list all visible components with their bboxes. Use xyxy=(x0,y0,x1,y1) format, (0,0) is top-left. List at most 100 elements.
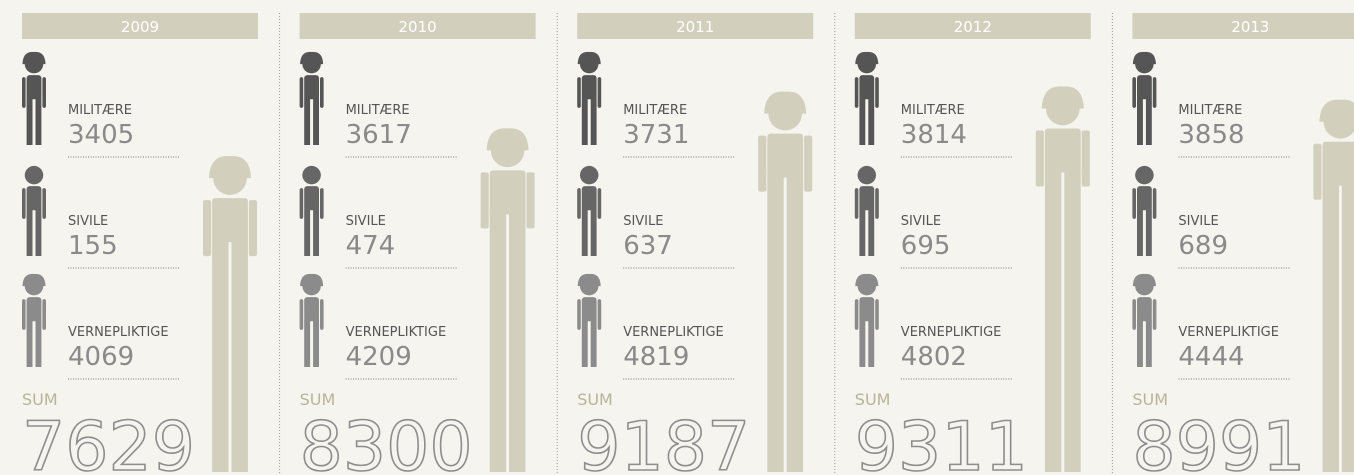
leg xyxy=(26,208,33,256)
arm xyxy=(1035,130,1044,187)
militaere-icon xyxy=(854,51,879,145)
sivile-icon xyxy=(299,165,324,256)
leg xyxy=(581,319,588,367)
leg xyxy=(868,208,875,256)
helmet xyxy=(1132,273,1156,287)
arm xyxy=(22,299,26,330)
militaere-icon xyxy=(577,51,602,145)
torso xyxy=(489,170,526,215)
helmet xyxy=(855,273,879,287)
sum-value: 8300 xyxy=(300,408,473,475)
leg xyxy=(1137,319,1143,367)
leg xyxy=(859,319,866,367)
vernepliktige-value: 4802 xyxy=(901,342,967,372)
sum-value: 7629 xyxy=(22,408,195,475)
vernepliktige-value: 4069 xyxy=(68,342,134,372)
helmet xyxy=(764,91,807,114)
arm xyxy=(299,188,304,219)
vernepliktige-icon xyxy=(22,273,46,367)
arm xyxy=(42,77,46,108)
torso xyxy=(212,198,248,243)
torso xyxy=(859,75,875,100)
leg xyxy=(1145,97,1152,145)
arm xyxy=(42,188,46,219)
sivile-label: SIVILE xyxy=(68,214,108,229)
helmet xyxy=(300,273,324,287)
sum-label: SUM xyxy=(22,390,58,409)
year-column: 2009 MILITÆRE 3405 SIVILE 155 VERNEPLIKTIGE 40… xyxy=(21,13,258,475)
sivile-value: 637 xyxy=(623,231,673,261)
leg xyxy=(859,208,866,256)
torso xyxy=(581,297,597,322)
vernepliktige-value: 4209 xyxy=(346,342,412,372)
arm xyxy=(758,135,767,192)
helmet xyxy=(1041,86,1084,109)
vernepliktige-icon xyxy=(854,273,879,367)
leg xyxy=(313,319,319,367)
year-label: 2012 xyxy=(954,18,992,36)
arm xyxy=(577,77,581,108)
head xyxy=(1135,165,1154,185)
arm xyxy=(480,172,489,229)
leg xyxy=(786,173,804,472)
arm xyxy=(299,77,304,108)
militaere-label: MILITÆRE xyxy=(623,103,687,118)
head xyxy=(857,165,877,185)
arm xyxy=(854,188,859,219)
sum-figure xyxy=(203,156,257,472)
year-label: 2013 xyxy=(1231,18,1269,36)
torso xyxy=(1137,75,1152,100)
leg xyxy=(304,97,311,145)
sum-value: 9187 xyxy=(577,408,750,475)
helmet xyxy=(1132,51,1156,65)
sivile-label: SIVILE xyxy=(346,214,386,229)
arm xyxy=(1152,77,1157,108)
vernepliktige-icon xyxy=(1132,273,1157,367)
militaere-icon xyxy=(1132,51,1157,145)
militaere-value: 3731 xyxy=(623,120,689,150)
arm xyxy=(320,77,324,108)
sivile-value: 474 xyxy=(346,231,396,261)
torso xyxy=(859,297,875,322)
leg xyxy=(581,208,588,256)
torso xyxy=(859,186,875,211)
arm xyxy=(22,77,26,108)
year-header xyxy=(22,13,258,39)
arm xyxy=(203,200,212,257)
arm xyxy=(1152,299,1157,330)
torso xyxy=(581,186,597,211)
vernepliktige-label: VERNEPLIKTIGE xyxy=(68,325,169,340)
arm xyxy=(597,299,602,330)
vernepliktige-icon xyxy=(577,273,602,367)
arm xyxy=(597,188,602,219)
helmet xyxy=(209,156,251,179)
year-label: 2011 xyxy=(676,18,714,36)
arm xyxy=(875,188,879,219)
arm xyxy=(875,299,879,330)
leg xyxy=(509,210,526,472)
arm xyxy=(1081,130,1090,187)
arm xyxy=(1132,77,1136,108)
arm xyxy=(1132,299,1136,330)
torso xyxy=(1137,186,1152,211)
torso xyxy=(304,297,319,322)
militaere-icon xyxy=(299,51,324,145)
arm xyxy=(42,299,46,330)
militaere-value: 3814 xyxy=(901,120,967,150)
year-column: 2010 MILITÆRE 3617 SIVILE 474 VERNEPLIKTIGE 42… xyxy=(279,13,536,475)
sivile-value: 695 xyxy=(901,231,951,261)
helmet xyxy=(855,51,879,65)
sum-figure xyxy=(758,91,813,472)
sivile-label: SIVILE xyxy=(1178,214,1218,229)
head xyxy=(24,165,44,185)
leg xyxy=(304,208,311,256)
sivile-label: SIVILE xyxy=(901,214,941,229)
arm xyxy=(597,77,602,108)
leg xyxy=(313,208,319,256)
year-column: 2013 MILITÆRE 3858 SIVILE 689 VERNEPLIKTIGE 44… xyxy=(1111,13,1354,475)
torso xyxy=(1044,128,1081,173)
torso xyxy=(26,186,42,211)
sum-label: SUM xyxy=(855,390,891,409)
helmet xyxy=(300,51,324,65)
